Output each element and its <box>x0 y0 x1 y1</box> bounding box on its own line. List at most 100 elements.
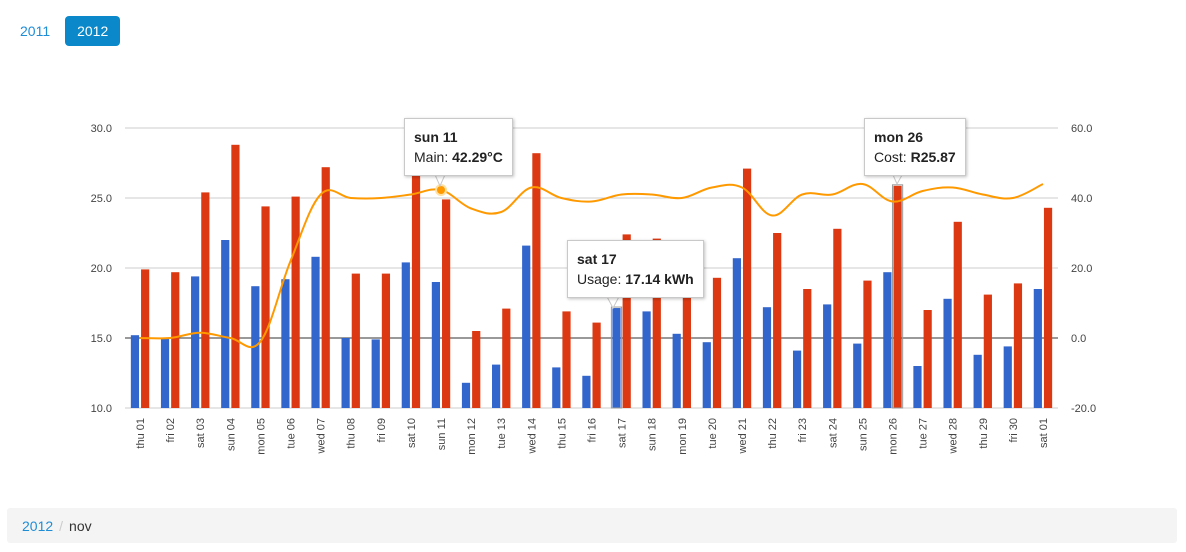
bar-blue <box>973 354 982 408</box>
x-tick-label: mon 12 <box>466 418 478 455</box>
bar-red <box>231 144 240 409</box>
bar-blue <box>221 240 230 408</box>
bar-red <box>201 192 210 408</box>
bar-red <box>833 228 842 408</box>
bar-blue <box>311 256 320 408</box>
bar-blue <box>461 382 471 408</box>
breadcrumb-current: nov <box>69 517 92 534</box>
tooltip-mon-26: mon 26 Cost: R25.87 <box>864 118 966 176</box>
x-tick-label: fri 30 <box>1008 418 1020 442</box>
x-tick-label: sun 25 <box>857 418 869 451</box>
bar-red <box>381 273 391 408</box>
left-tick-label: 15.0 <box>91 333 112 345</box>
bar-blue <box>943 298 952 408</box>
breadcrumb-year-link[interactable]: 2012 <box>22 517 54 534</box>
tooltip-label: Main: <box>414 149 449 165</box>
bar-blue <box>401 262 410 408</box>
bar-blue <box>341 338 350 408</box>
tooltip-value: R25.87 <box>910 149 956 165</box>
x-tick-label: tue 20 <box>707 418 719 449</box>
bar-blue <box>492 364 501 408</box>
right-tick-label: 20.0 <box>1071 263 1092 275</box>
x-tick-label: fri 23 <box>797 418 809 442</box>
tooltip-title: mon 26 <box>874 129 924 145</box>
bar-red <box>442 199 451 408</box>
bar-red <box>863 280 872 408</box>
bar-blue <box>191 276 200 408</box>
x-tick-label: sat 17 <box>617 418 629 448</box>
left-tick-label: 20.0 <box>91 263 112 275</box>
temperature-line <box>140 182 1044 349</box>
left-tick-label: 25.0 <box>91 193 112 205</box>
bar-red <box>291 196 300 408</box>
x-tick-label: mon 05 <box>255 418 267 455</box>
tooltip-value: 17.14 kWh <box>625 271 694 287</box>
bar-blue <box>1003 346 1012 408</box>
right-tick-label: 0.0 <box>1071 333 1086 345</box>
left-tick-label: 30.0 <box>91 123 112 135</box>
tooltip-value: 42.29°C <box>452 149 503 165</box>
year-tab-2012[interactable]: 2012 <box>65 16 121 46</box>
bar-red <box>803 289 812 408</box>
line-point-marker <box>435 183 448 196</box>
bar-red <box>351 273 360 408</box>
bar-blue <box>1033 289 1042 408</box>
x-tick-label: sat 10 <box>406 418 418 448</box>
bar-blue <box>823 304 832 408</box>
bar-red <box>472 331 481 408</box>
bar-blue <box>642 311 651 408</box>
tooltip-title: sat 17 <box>577 251 617 267</box>
x-tick-label: sat 03 <box>195 418 207 448</box>
bar-red <box>622 234 631 408</box>
breadcrumb: 2012 / nov <box>7 508 1177 543</box>
usage-chart: 10.0 -20.0 15.0 0.0 20.0 20.0 25.0 40.0 30.0 60.0… <box>91 123 1097 455</box>
right-tick-label: -20.0 <box>1071 403 1096 415</box>
x-tick-label: fri 09 <box>376 418 388 442</box>
x-tick-label: wed 21 <box>737 418 749 454</box>
bar-blue <box>522 245 531 408</box>
bar-blue <box>612 308 621 408</box>
right-tick-label: 60.0 <box>1071 123 1092 135</box>
tooltip-label: Usage: <box>577 271 622 287</box>
bar-blue <box>160 338 170 408</box>
x-tick-label: wed 14 <box>526 418 538 454</box>
x-tick-label: sat 01 <box>1038 418 1050 448</box>
bar-blue <box>702 342 711 408</box>
bar-highlight <box>610 306 623 409</box>
bar-red <box>712 277 722 408</box>
tooltip-sat-17: sat 17 Usage: 17.14 kWh <box>567 240 704 298</box>
x-tick-label: tue 06 <box>286 418 298 449</box>
x-tick-label: thu 29 <box>978 418 990 449</box>
x-tick-label: mon 26 <box>887 418 899 455</box>
bar-blue <box>883 272 892 408</box>
x-tick-label: sun 18 <box>647 418 659 451</box>
bar-red <box>773 233 782 408</box>
bar-blue <box>853 343 862 408</box>
tooltip-label: Cost: <box>874 149 907 165</box>
bar-red <box>1013 283 1023 408</box>
x-tick-label: sun 04 <box>225 418 237 451</box>
bar-blue <box>913 366 922 408</box>
x-tick-label: fri 02 <box>165 418 177 442</box>
year-tab-2011[interactable]: 2011 <box>20 23 51 39</box>
bar-blue <box>281 279 290 408</box>
bar-blue <box>371 339 380 408</box>
bar-highlight <box>891 184 904 409</box>
bar-blue <box>672 333 681 408</box>
breadcrumb-separator: / <box>59 517 64 534</box>
left-tick-label: 10.0 <box>91 403 112 415</box>
bar-blue <box>552 367 561 408</box>
x-tick-label: thu 08 <box>346 418 358 449</box>
bar-blue <box>431 282 441 408</box>
bar-red <box>532 153 541 408</box>
bar-red <box>682 283 691 408</box>
x-tick-label: fri 16 <box>587 418 599 442</box>
bar-blue <box>130 335 140 408</box>
bar-red <box>502 308 511 408</box>
x-tick-label: sun 11 <box>436 418 448 450</box>
bar-blue <box>762 307 772 408</box>
right-tick-label: 40.0 <box>1071 193 1092 205</box>
bar-red <box>562 311 571 408</box>
tooltip-sun-11: sun 11 Main: 42.29°C <box>404 118 513 176</box>
x-tick-label: thu 22 <box>767 418 779 449</box>
